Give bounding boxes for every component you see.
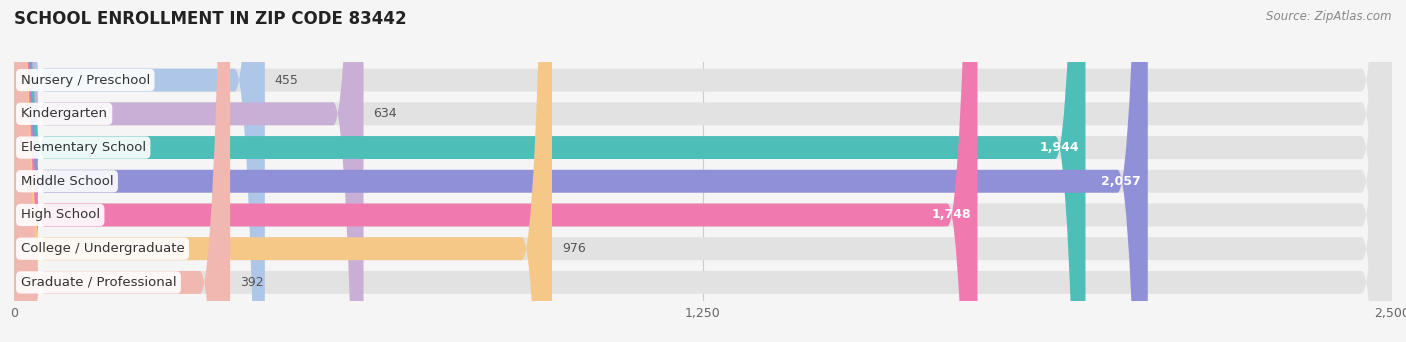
Text: 634: 634 <box>374 107 396 120</box>
FancyBboxPatch shape <box>14 0 1392 342</box>
FancyBboxPatch shape <box>14 0 1392 342</box>
FancyBboxPatch shape <box>14 0 1392 342</box>
Text: 455: 455 <box>274 74 298 87</box>
Text: College / Undergraduate: College / Undergraduate <box>21 242 184 255</box>
FancyBboxPatch shape <box>14 0 364 342</box>
FancyBboxPatch shape <box>14 0 1147 342</box>
FancyBboxPatch shape <box>14 0 1085 342</box>
Text: Elementary School: Elementary School <box>21 141 146 154</box>
Text: Middle School: Middle School <box>21 175 114 188</box>
Text: High School: High School <box>21 209 100 222</box>
Text: 976: 976 <box>562 242 586 255</box>
FancyBboxPatch shape <box>14 0 1392 342</box>
FancyBboxPatch shape <box>14 0 1392 342</box>
Text: 1,748: 1,748 <box>931 209 972 222</box>
Text: 2,057: 2,057 <box>1101 175 1142 188</box>
Text: Nursery / Preschool: Nursery / Preschool <box>21 74 150 87</box>
FancyBboxPatch shape <box>14 0 1392 342</box>
Text: Source: ZipAtlas.com: Source: ZipAtlas.com <box>1267 10 1392 23</box>
FancyBboxPatch shape <box>14 0 553 342</box>
Text: 1,944: 1,944 <box>1039 141 1078 154</box>
Text: Kindergarten: Kindergarten <box>21 107 108 120</box>
FancyBboxPatch shape <box>14 0 264 342</box>
Text: 392: 392 <box>240 276 264 289</box>
Text: Graduate / Professional: Graduate / Professional <box>21 276 176 289</box>
FancyBboxPatch shape <box>14 0 977 342</box>
FancyBboxPatch shape <box>14 0 1392 342</box>
FancyBboxPatch shape <box>14 0 231 342</box>
Text: SCHOOL ENROLLMENT IN ZIP CODE 83442: SCHOOL ENROLLMENT IN ZIP CODE 83442 <box>14 10 406 28</box>
